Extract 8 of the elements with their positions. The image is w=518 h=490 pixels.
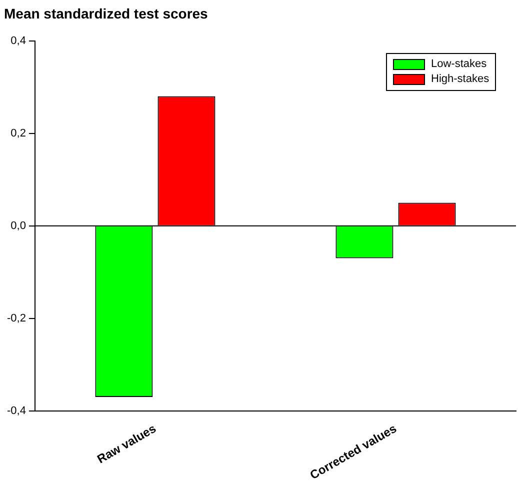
chart-title: Mean standardized test scores [4,5,208,22]
y-tick-label: 0,0 [10,220,26,232]
y-tick-label: -0,4 [6,404,26,417]
legend-label: High-stakes [431,73,490,86]
y-tick-label: 0,2 [10,127,26,140]
legend-label: Low-stakes [431,58,487,70]
y-tick-label: -0,2 [6,312,26,324]
y-tick-label: 0,4 [10,34,26,47]
